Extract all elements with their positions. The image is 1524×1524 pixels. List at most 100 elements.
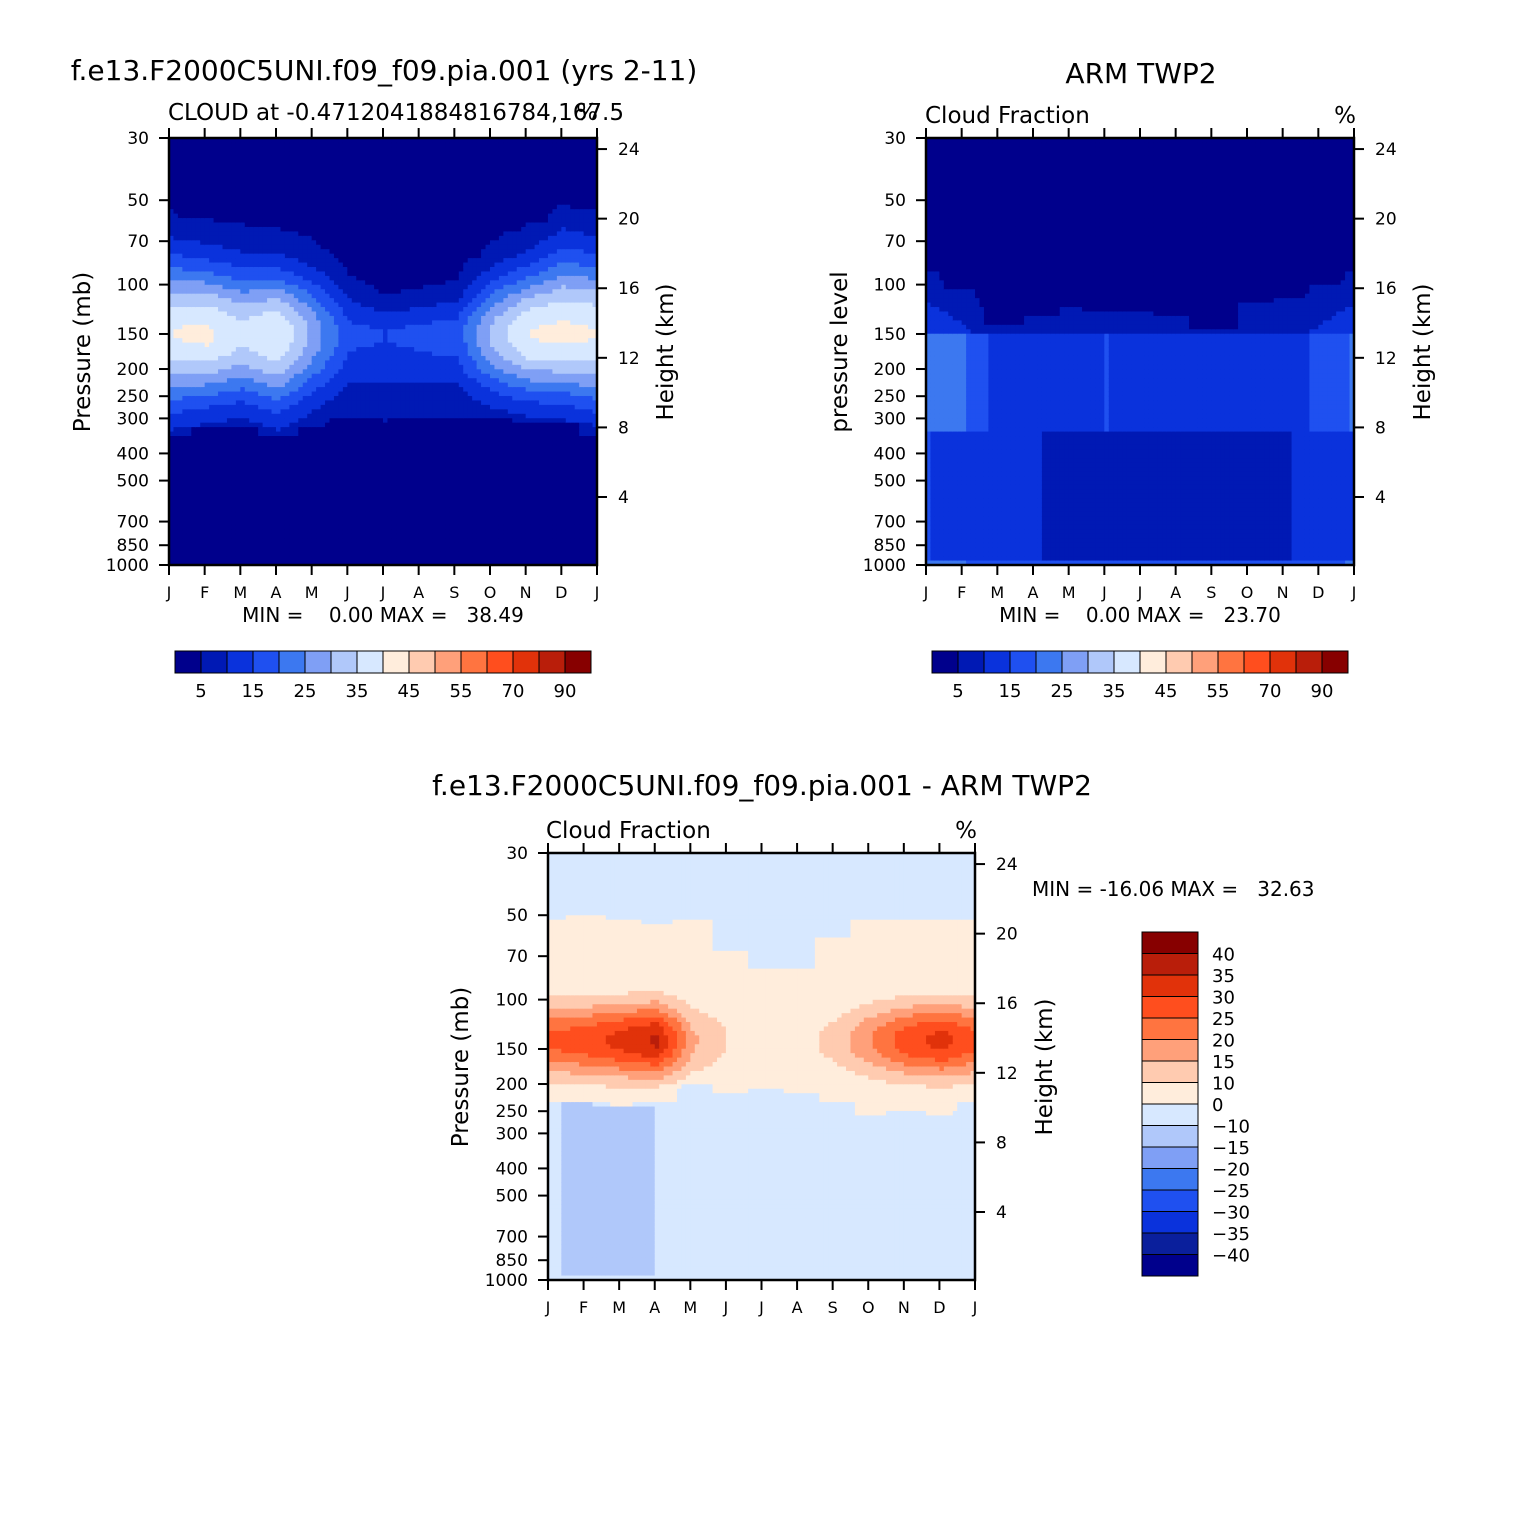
model-cell bbox=[169, 222, 175, 228]
model-cell bbox=[169, 369, 175, 375]
model-cell bbox=[209, 226, 215, 233]
model-cell bbox=[213, 418, 219, 424]
model-cell bbox=[240, 262, 246, 268]
model-cell bbox=[204, 369, 210, 375]
model-cell bbox=[383, 289, 389, 295]
model-cell bbox=[284, 315, 290, 321]
model-cell bbox=[320, 387, 326, 393]
model-cell bbox=[195, 142, 201, 148]
model-cell bbox=[209, 498, 215, 504]
model-cell bbox=[307, 209, 313, 215]
model-cell bbox=[369, 507, 375, 513]
model-cell bbox=[280, 275, 286, 281]
model-cell bbox=[276, 551, 282, 557]
model-cell bbox=[200, 520, 206, 526]
model-cell bbox=[213, 191, 219, 197]
model-cell bbox=[289, 195, 295, 201]
model-cell bbox=[235, 444, 241, 450]
model-cell bbox=[391, 511, 397, 517]
model-cell bbox=[316, 520, 322, 526]
model-cell bbox=[329, 213, 335, 219]
model-cell bbox=[182, 298, 188, 304]
model-cell bbox=[387, 280, 393, 286]
model-cell bbox=[378, 244, 384, 250]
model-cell bbox=[195, 262, 201, 268]
model-cell bbox=[231, 542, 237, 548]
model-cell bbox=[253, 186, 259, 192]
model-cell bbox=[240, 231, 246, 237]
model-cell bbox=[271, 302, 277, 308]
model-cell bbox=[177, 449, 183, 455]
model-cell bbox=[244, 138, 250, 144]
model-cell bbox=[191, 547, 197, 553]
model-cell bbox=[365, 560, 371, 566]
model-cell bbox=[177, 404, 183, 410]
model-cell bbox=[240, 427, 246, 433]
model-cell bbox=[289, 329, 295, 335]
model-cell bbox=[222, 284, 228, 290]
model-cell bbox=[329, 422, 335, 428]
model-cell bbox=[267, 169, 273, 175]
model-cell bbox=[329, 320, 335, 326]
model-cell bbox=[342, 209, 348, 215]
model-cell bbox=[222, 422, 228, 428]
model-cell bbox=[351, 289, 357, 295]
model-cell bbox=[267, 360, 273, 366]
model-cell bbox=[374, 538, 380, 544]
model-cell bbox=[333, 289, 340, 295]
model-cell bbox=[200, 324, 206, 330]
model-cell bbox=[271, 200, 277, 206]
model-cell bbox=[204, 320, 210, 326]
model-cell bbox=[374, 382, 380, 388]
model-cell bbox=[235, 471, 241, 477]
model-cell bbox=[289, 431, 295, 437]
model-cell bbox=[302, 142, 308, 148]
model-cell bbox=[258, 320, 264, 326]
model-cell bbox=[262, 427, 268, 433]
model-cell bbox=[253, 200, 259, 206]
model-cell bbox=[316, 169, 322, 175]
model-cell bbox=[169, 235, 175, 241]
model-cell bbox=[280, 364, 286, 370]
model-cell bbox=[338, 436, 344, 442]
model-cell bbox=[338, 547, 344, 553]
model-cell bbox=[200, 195, 206, 201]
model-cell bbox=[365, 146, 371, 152]
model-cell bbox=[271, 422, 277, 428]
model-cell bbox=[369, 502, 375, 508]
model-cell bbox=[240, 151, 246, 157]
model-cell bbox=[226, 467, 233, 473]
model-cell bbox=[360, 511, 366, 517]
model-cell bbox=[191, 498, 197, 504]
model-cell bbox=[222, 373, 228, 379]
model-cell bbox=[218, 351, 224, 357]
model-cell bbox=[356, 240, 362, 246]
model-cell bbox=[182, 235, 188, 241]
model-cell bbox=[369, 302, 375, 308]
model-cell bbox=[365, 373, 371, 379]
model-cell bbox=[391, 351, 397, 357]
model-cell bbox=[169, 204, 175, 210]
model-cell bbox=[356, 484, 362, 490]
model-cell bbox=[218, 400, 224, 406]
model-cell bbox=[195, 186, 201, 192]
model-cell bbox=[231, 533, 237, 539]
model-cell bbox=[298, 155, 304, 161]
model-cell bbox=[244, 453, 250, 459]
model-cell bbox=[302, 293, 308, 299]
model-cell bbox=[249, 186, 255, 192]
model-cell bbox=[293, 449, 299, 455]
model-cell bbox=[186, 378, 192, 384]
model-cell bbox=[374, 364, 380, 370]
model-cell bbox=[200, 551, 206, 557]
model-cell bbox=[347, 240, 353, 246]
model-cell bbox=[249, 453, 255, 459]
model-cell bbox=[262, 204, 268, 210]
model-cell bbox=[369, 476, 375, 482]
model-cell bbox=[200, 235, 206, 241]
model-cell bbox=[213, 427, 219, 433]
model-cell bbox=[289, 507, 295, 513]
model-cell bbox=[235, 484, 241, 490]
model-cell bbox=[222, 231, 228, 237]
model-cell bbox=[267, 462, 273, 468]
